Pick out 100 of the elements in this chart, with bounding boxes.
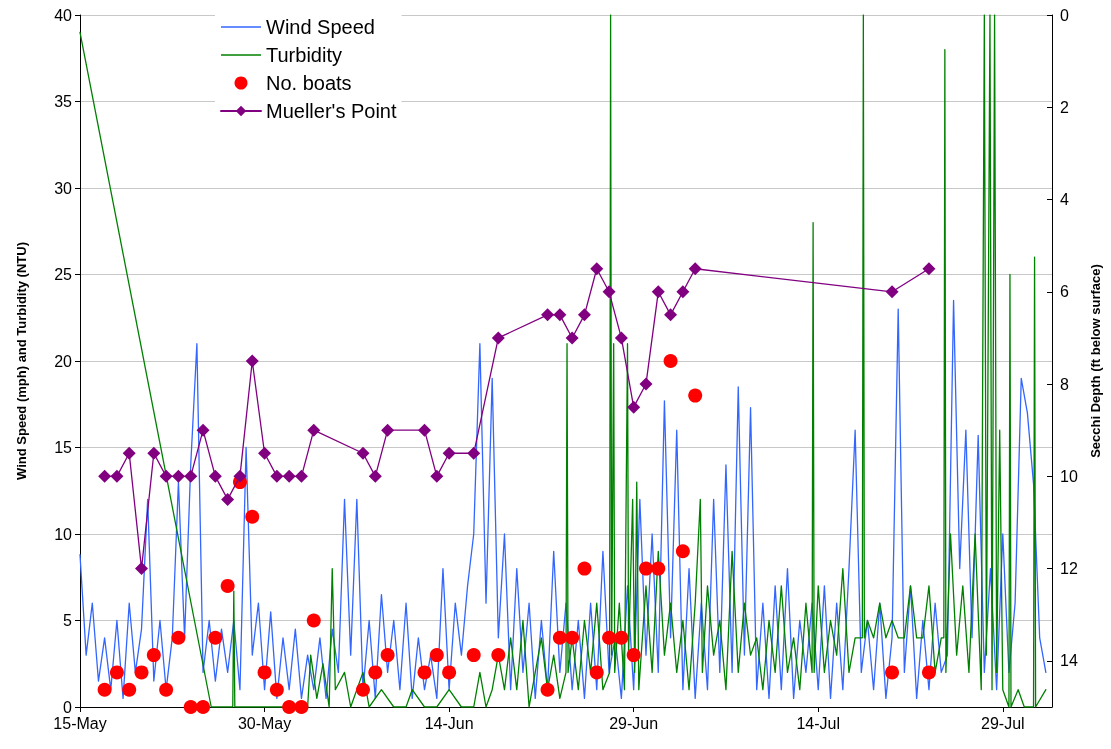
point [639, 377, 653, 391]
point [565, 630, 580, 645]
point [270, 469, 284, 483]
point [418, 423, 432, 437]
point [663, 354, 678, 368]
legend-label: Mueller's Point [266, 100, 397, 122]
point [442, 665, 457, 680]
legend-label: Turbidity [266, 44, 342, 66]
point [171, 630, 186, 645]
point [651, 561, 666, 576]
point [626, 648, 641, 663]
point [602, 285, 616, 299]
y2-tick-label: 10 [1060, 467, 1078, 485]
point [97, 682, 112, 697]
y2-tick-label: 8 [1060, 375, 1069, 393]
point [417, 665, 432, 680]
point [306, 613, 321, 628]
point [627, 400, 641, 414]
y-tick-label: 15 [54, 439, 73, 456]
point [491, 648, 506, 663]
y-tick-label: 25 [54, 266, 73, 283]
x-tick-label: 15-May [53, 714, 107, 732]
point [675, 544, 690, 559]
x-tick-label: 29-Jul [981, 714, 1025, 732]
point [294, 469, 308, 483]
point [171, 469, 185, 483]
point [208, 630, 223, 645]
x-tick-label: 29-Jun [609, 714, 659, 732]
point [676, 285, 690, 299]
point [183, 700, 198, 714]
point [356, 682, 370, 697]
point [590, 262, 604, 276]
point [577, 308, 591, 322]
point [540, 682, 555, 697]
x-tick-label: 14-Jul [796, 714, 841, 732]
point [294, 700, 309, 714]
point [282, 700, 297, 714]
point [159, 682, 174, 697]
point [368, 665, 383, 680]
point [381, 423, 395, 437]
point [245, 509, 260, 524]
point [885, 285, 899, 299]
x-tick-label: 30-May [237, 714, 292, 732]
point [109, 665, 124, 680]
y-tick-label: 40 [54, 6, 73, 24]
point [196, 700, 211, 714]
y2-tick-label: 0 [1060, 6, 1069, 24]
point [257, 665, 272, 680]
point [380, 648, 395, 663]
point [134, 665, 149, 680]
legend-label: Wind Speed [266, 16, 375, 38]
y2-tick-label: 14 [1060, 652, 1078, 670]
y2-tick-label: 4 [1060, 191, 1069, 209]
point [430, 469, 444, 483]
point [922, 262, 936, 276]
point [614, 331, 628, 345]
point [614, 630, 629, 645]
y-tick-label: 20 [54, 352, 73, 370]
point [282, 469, 296, 483]
point [467, 446, 481, 460]
y2-axis-title: Secchi Depth (ft below surface) [1087, 264, 1103, 458]
y2-tick-label: 12 [1060, 560, 1078, 578]
point [885, 665, 900, 680]
point [110, 469, 124, 483]
point [565, 331, 579, 345]
y-tick-label: 5 [63, 612, 73, 629]
point [221, 492, 235, 506]
point [184, 469, 198, 483]
point [233, 469, 247, 483]
point [688, 388, 703, 403]
point [638, 561, 653, 576]
point [98, 469, 112, 483]
point [135, 562, 149, 576]
point [552, 630, 567, 645]
point [356, 446, 370, 460]
point [146, 648, 161, 663]
point [602, 630, 617, 645]
point [245, 354, 259, 368]
point [220, 578, 235, 593]
point [921, 665, 936, 680]
point [258, 446, 272, 460]
point [429, 648, 444, 663]
point [196, 423, 210, 437]
y-tick-label: 35 [54, 93, 73, 110]
point [269, 682, 284, 697]
point [664, 308, 678, 322]
y-axis-title: Wind Speed (mph) and Turbidity (NTU) [14, 242, 29, 480]
point [208, 469, 222, 483]
x-tick-label: 14-Jun [424, 714, 474, 732]
point [553, 308, 567, 322]
point [589, 665, 604, 680]
point [491, 331, 505, 345]
y-tick-label: 30 [54, 179, 73, 197]
y2-tick-label: 2 [1060, 98, 1069, 116]
point [122, 446, 136, 460]
point [466, 648, 481, 663]
point [122, 682, 137, 697]
point [159, 469, 173, 483]
y2-tick-label: 6 [1060, 283, 1069, 301]
point [688, 262, 702, 276]
